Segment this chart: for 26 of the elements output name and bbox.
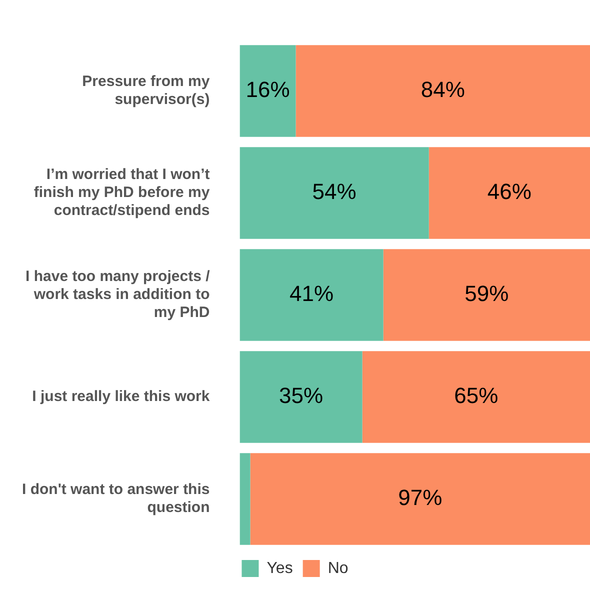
bar <box>240 351 362 443</box>
legend-label: No <box>328 560 348 577</box>
data-label: 65% <box>454 383 498 408</box>
bar <box>240 249 384 341</box>
y-tick-label: I just really like this work <box>32 388 210 406</box>
y-tick-label: I’m worried that I won’t finish my PhD before my contract/stipend ends <box>34 166 210 220</box>
bar <box>428 147 590 239</box>
bar <box>250 453 590 545</box>
data-label: 59% <box>464 281 509 306</box>
bar <box>240 45 296 137</box>
legend-label: Yes <box>266 560 293 577</box>
bar <box>383 249 590 341</box>
bar <box>362 351 590 443</box>
data-label: 84% <box>420 77 465 102</box>
bar <box>296 45 590 137</box>
data-label: 54% <box>312 179 356 204</box>
bar <box>240 147 429 239</box>
data-label: 35% <box>279 383 324 408</box>
data-label: 46% <box>487 179 532 204</box>
data-label: 41% <box>290 281 334 306</box>
y-tick-label: I have too many projects / work tasks in addition to my PhD <box>26 268 211 322</box>
y-tick-label: I don't want to answer this question <box>22 481 210 516</box>
data-label: 16% <box>246 77 290 102</box>
bar <box>240 453 250 545</box>
y-tick-label: Pressure from my supervisor(s) <box>82 73 210 108</box>
data-label: 97% <box>398 485 442 510</box>
